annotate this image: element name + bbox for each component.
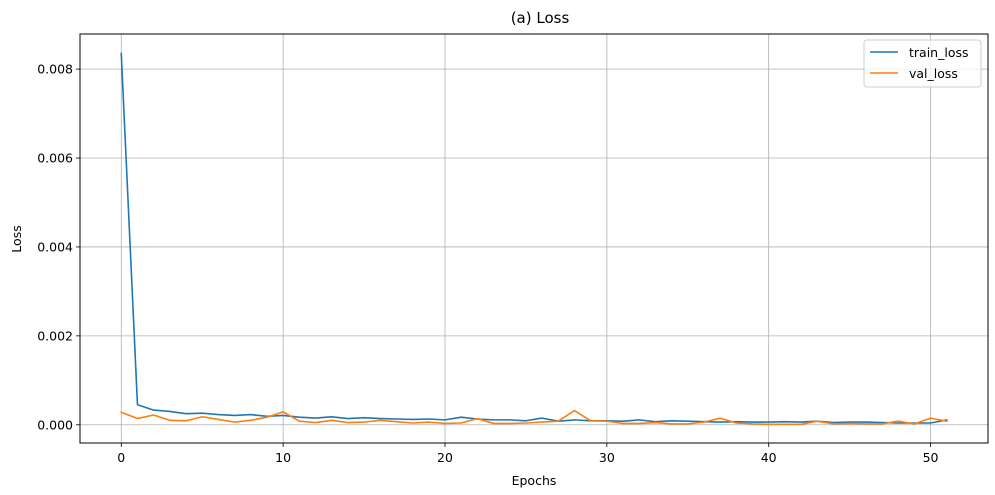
- x-tick-label: 50: [923, 450, 939, 465]
- series-lines: [120, 52, 948, 426]
- y-tick-label: 0.004: [37, 239, 73, 254]
- legend-label-val-loss: val_loss: [909, 66, 958, 81]
- plot-frame: [79, 33, 989, 444]
- x-axis-label: Epochs: [512, 473, 557, 488]
- y-tick-label: 0.008: [37, 62, 73, 77]
- x-tick-label: 30: [599, 450, 615, 465]
- chart-title: (a) Loss: [511, 9, 570, 27]
- x-tick-label: 10: [275, 450, 291, 465]
- x-tick-label: 40: [761, 450, 777, 465]
- x-tick-label: 20: [437, 450, 453, 465]
- grid: [80, 34, 988, 443]
- y-tick-label: 0.000: [37, 417, 73, 432]
- series-line-val-loss: [120, 409, 948, 426]
- y-tick-label: 0.006: [37, 151, 73, 166]
- series-line-train-loss: [120, 52, 948, 424]
- legend-label-train-loss: train_loss: [909, 45, 969, 60]
- x-axis-ticks: 0 10 20 30 40 50: [117, 443, 939, 465]
- x-tick-label: 0: [117, 450, 125, 465]
- y-axis-label: Loss: [9, 225, 24, 252]
- y-axis-ticks: 0.000 0.002 0.004 0.006 0.008: [37, 62, 80, 432]
- y-tick-label: 0.002: [37, 328, 73, 343]
- legend: train_loss val_loss: [863, 39, 982, 88]
